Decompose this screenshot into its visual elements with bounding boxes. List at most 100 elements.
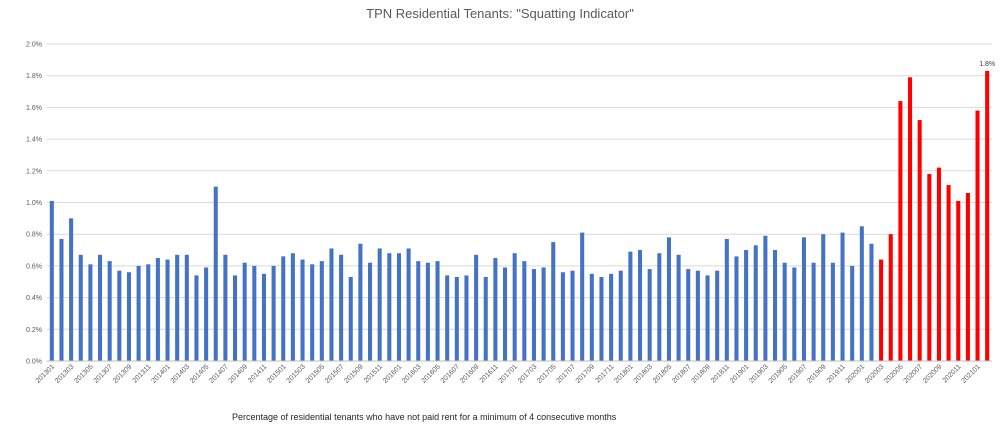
bar-201908: [811, 262, 816, 361]
bar-201903: [763, 235, 768, 361]
bar-201701: [512, 253, 517, 361]
bar-201812: [734, 256, 739, 361]
bar-201403: [184, 254, 189, 361]
x-tick-label: 201605: [420, 363, 442, 385]
bar-201702: [522, 261, 527, 361]
bar-202006: [908, 77, 913, 361]
x-tick-label: 201809: [690, 363, 712, 385]
bar-201501: [281, 256, 286, 361]
y-tick-label: 0.0%: [26, 359, 42, 366]
bar-202005: [898, 101, 903, 361]
x-tick-label: 201603: [401, 363, 423, 385]
bar-202009: [936, 167, 941, 361]
x-tick-label: 202003: [864, 363, 886, 385]
bars: [49, 70, 990, 361]
x-tick-label: 201703: [517, 363, 539, 385]
x-tick-label: 202101: [960, 363, 982, 385]
bar-201307: [107, 261, 112, 361]
bar-201801: [628, 251, 633, 361]
x-tick-label: 201301: [35, 363, 57, 385]
x-tick-label: 201307: [93, 363, 115, 385]
bar-201904: [773, 250, 778, 361]
x-tick-label: 201701: [498, 363, 520, 385]
bar-201608: [464, 275, 469, 361]
bar-201312: [155, 257, 160, 361]
x-tick-label: 201409: [228, 363, 250, 385]
bar-201303: [69, 218, 74, 361]
x-tick-label: 201609: [459, 363, 481, 385]
x-tick-label: 201305: [73, 363, 95, 385]
bar-201707: [570, 270, 575, 361]
bar-202102: [985, 70, 990, 361]
x-tick-label: 201811: [710, 363, 731, 384]
bar-202011: [956, 200, 961, 361]
x-tick-label: 201311: [132, 363, 153, 384]
x-tick-label: 201505: [305, 363, 327, 385]
bar-201311: [146, 264, 151, 361]
bar-201703: [531, 269, 536, 361]
bar-201305: [88, 264, 93, 361]
x-tick-label: 202009: [922, 363, 944, 385]
bar-201811: [724, 238, 729, 361]
bar-201806: [676, 254, 681, 361]
x-tick-label: 201911: [826, 363, 847, 384]
bar-201406: [213, 186, 218, 361]
x-tick-label: 201909: [806, 363, 828, 385]
bar-202008: [927, 173, 932, 361]
bar-201810: [715, 270, 720, 361]
bar-201410: [252, 265, 257, 361]
bar-202010: [946, 185, 951, 361]
bar-201512: [387, 253, 392, 361]
bar-201907: [801, 237, 806, 361]
x-tick-label: 201705: [536, 363, 558, 385]
bar-201704: [541, 267, 546, 361]
bar-201902: [753, 245, 758, 361]
bar-201807: [686, 269, 691, 361]
bar-201309: [126, 272, 131, 361]
y-tick-label: 1.8%: [26, 73, 42, 80]
y-tick-label: 0.6%: [26, 263, 42, 270]
y-tick-label: 0.8%: [26, 232, 42, 239]
bar-201607: [454, 276, 459, 361]
y-tick-label: 0.4%: [26, 295, 42, 302]
bar-201407: [223, 254, 228, 361]
bar-201408: [233, 275, 238, 361]
bar-201411: [261, 273, 266, 361]
x-tick-label: 201411: [247, 363, 268, 384]
bar-201508: [348, 276, 353, 361]
x-tick-label: 201709: [575, 363, 597, 385]
data-labels: 1.8%: [979, 61, 995, 68]
y-tick-label: 1.0%: [26, 200, 42, 207]
bar-201604: [425, 262, 430, 361]
bar-202001: [859, 226, 864, 361]
x-tick-label: 201803: [633, 363, 655, 385]
y-tick-label: 1.4%: [26, 137, 42, 144]
x-tick-label: 201503: [285, 363, 307, 385]
bar-201906: [792, 267, 797, 361]
x-tick-label: 201511: [363, 363, 384, 384]
y-tick-label: 2.0%: [26, 42, 42, 49]
bar-201602: [406, 248, 411, 361]
bar-201306: [98, 254, 103, 361]
x-tick-label: 201403: [170, 363, 192, 385]
x-tick-label: 201303: [54, 363, 76, 385]
bar-201308: [117, 270, 122, 361]
bar-201808: [695, 270, 700, 361]
bar-202012: [965, 192, 970, 361]
bar-201304: [78, 254, 83, 361]
bar-201605: [435, 261, 440, 361]
bar-201708: [580, 232, 585, 361]
data-label: 1.8%: [979, 61, 995, 68]
bar-201612: [503, 267, 508, 361]
bar-201310: [136, 265, 141, 361]
x-tick-label: 201601: [382, 363, 404, 385]
bar-201910: [830, 262, 835, 361]
x-tick-label: 201907: [787, 363, 809, 385]
x-tick-label: 201901: [729, 363, 751, 385]
bar-201402: [175, 254, 180, 361]
x-axis: 2013012013032013052013072013092013112014…: [35, 360, 992, 385]
x-tick-label: 201903: [748, 363, 770, 385]
x-tick-label: 201401: [150, 363, 172, 385]
